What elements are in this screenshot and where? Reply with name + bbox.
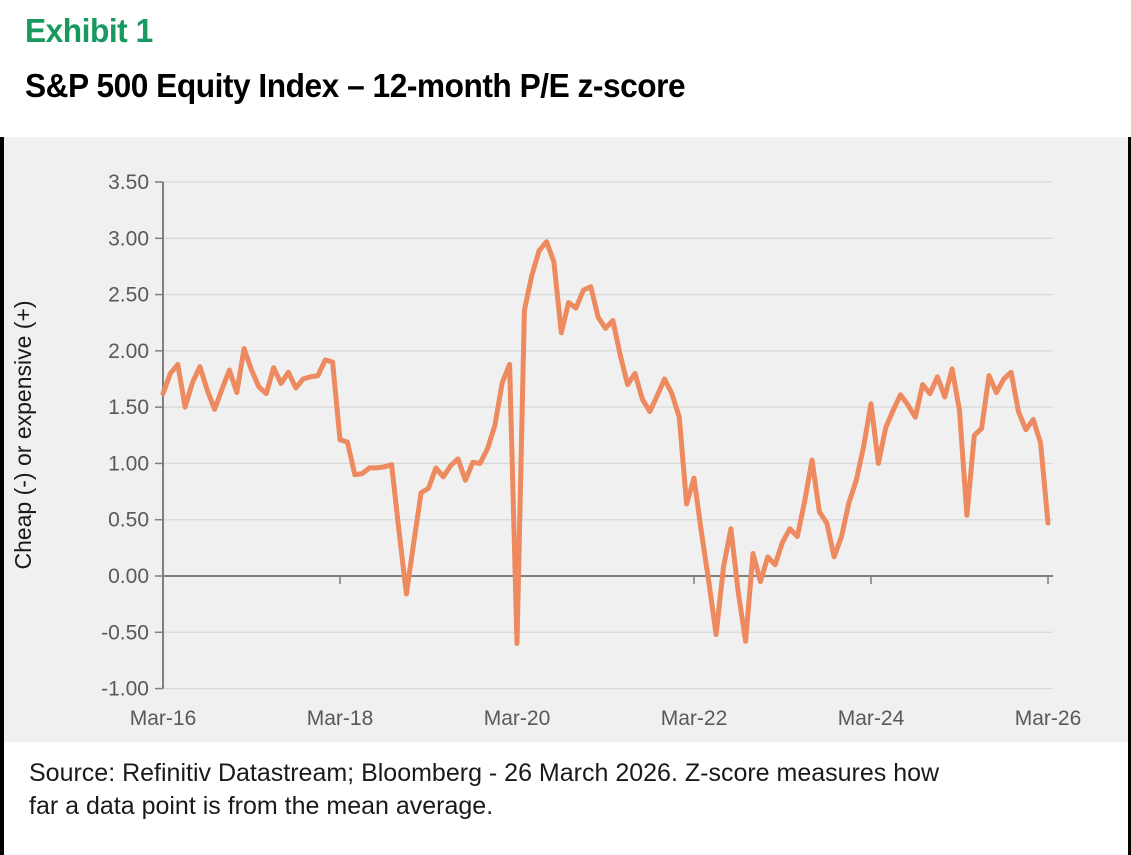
y-tick-label: 1.00 [108,452,149,475]
chart-block: 3.50 3.00 2.50 2.00 1.50 1.00 0.50 0.00 -0.50 -1.… [0,137,1131,855]
y-tick-label: 2.50 [108,284,149,307]
pe-zscore-line-chart: 3.50 3.00 2.50 2.00 1.50 1.00 0.50 0.00 -0.50 -1.… [10,171,1082,730]
zscore-series-line [160,239,1051,646]
y-tick-label: 3.00 [108,227,149,250]
chart-panel: 3.50 3.00 2.50 2.00 1.50 1.00 0.50 0.00 -0.50 -1.… [4,137,1128,742]
page-title: S&P 500 Equity Index – 12-month P/E z-sc… [25,67,686,104]
y-tick-label: 1.50 [108,396,149,419]
exhibit-label: Exhibit 1 [25,12,153,49]
x-tick-label: Mar-26 [1015,707,1082,730]
y-tick-label: 3.50 [108,171,149,194]
y-tick-label: 0.50 [108,509,149,532]
x-tick-label: Mar-18 [307,707,374,730]
x-tick-label: Mar-16 [130,707,197,730]
y-tick-label: 0.00 [108,565,149,588]
source-note: Source: Refinitiv Datastream; Bloomberg … [4,742,1128,855]
x-tick-label: Mar-22 [661,707,728,730]
y-tick-label: -0.50 [101,621,149,644]
source-line-2: far a data point is from the mean averag… [29,792,494,820]
header: Exhibit 1 S&P 500 Equity Index – 12-mont… [0,0,1131,137]
x-tick-label: Mar-20 [484,707,551,730]
y-tick-label: -1.00 [101,678,149,701]
x-tick-label: Mar-24 [838,707,905,730]
source-line-1: Source: Refinitiv Datastream; Bloomberg … [29,759,940,787]
y-axis-title: Cheap (-) or expensive (+) [10,300,36,569]
y-tick-label: 2.00 [108,340,149,363]
